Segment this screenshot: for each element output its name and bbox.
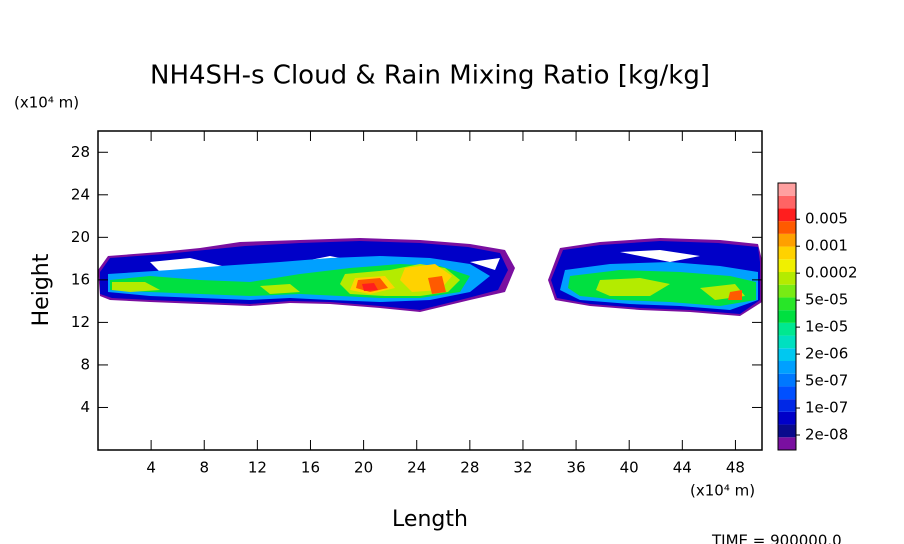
x-unit: (x10⁴ m)	[690, 482, 755, 500]
colorbar-label: 0.005	[805, 210, 848, 228]
chart-title: NH4SH-s Cloud & Rain Mixing Ratio [kg/kg…	[150, 61, 710, 91]
colorbar-segment	[778, 424, 796, 438]
plot-frame	[97, 130, 763, 451]
colorbar-segment	[778, 297, 796, 311]
y-tick-label: 24	[71, 185, 90, 203]
x-tick-label: 40	[620, 459, 639, 477]
colorbar-segment	[778, 221, 796, 234]
y-unit: (x10⁴ m)	[14, 94, 79, 112]
colorbar-segment	[778, 386, 796, 400]
x-axis-label: Length	[392, 507, 468, 532]
colorbar-segment	[778, 437, 796, 450]
colorbar-label: 0.001	[805, 237, 848, 255]
x-tick-label: 44	[673, 459, 692, 477]
colorbar-segment	[778, 246, 796, 260]
time-label: TIME = 900000.0	[711, 532, 842, 544]
y-tick-label: 16	[71, 270, 90, 288]
x-tick-label: 48	[726, 459, 745, 477]
colorbar-segment	[778, 183, 796, 196]
x-tick-label: 12	[248, 459, 267, 477]
colorbar-segment	[778, 411, 796, 425]
colorbar-label: 0.0002	[805, 264, 858, 282]
y-tick-label: 8	[80, 355, 90, 373]
x-tick-label: 32	[513, 459, 532, 477]
y-tick-label: 20	[71, 228, 90, 246]
y-tick-label: 12	[71, 313, 90, 331]
colorbar-segment	[778, 310, 796, 323]
x-tick-label: 24	[407, 459, 426, 477]
colorbar-segment	[778, 361, 796, 374]
colorbar-label: 5e-05	[805, 291, 848, 309]
colorbar-label: 2e-06	[805, 345, 848, 363]
colorbar-segment	[778, 348, 796, 361]
colorbar-segment	[778, 322, 796, 336]
x-tick-label: 8	[199, 459, 209, 477]
colorbar-frame	[777, 182, 797, 451]
colorbar-label: 1e-05	[805, 318, 848, 336]
colorbar-segment	[778, 233, 796, 247]
colorbar-segment	[778, 284, 796, 298]
y-axis-label: Height	[29, 253, 54, 326]
contour-field	[98, 238, 762, 316]
colorbar-label: 2e-08	[805, 426, 848, 444]
x-tick-label: 16	[301, 459, 320, 477]
y-tick-label: 28	[71, 143, 90, 161]
colorbar-segment	[778, 195, 796, 209]
x-tick-label: 36	[567, 459, 586, 477]
x-tick-label: 28	[460, 459, 479, 477]
colorbar-segment	[778, 399, 796, 412]
x-tick-label: 20	[354, 459, 373, 477]
colorbar-label: 1e-07	[805, 399, 848, 417]
x-tick-label: 4	[146, 459, 156, 477]
colorbar-segment	[778, 259, 796, 272]
y-tick-label: 4	[80, 398, 90, 416]
colorbar-label: 5e-07	[805, 372, 848, 390]
colorbar-segment	[778, 208, 796, 222]
colorbar-segment	[778, 272, 796, 285]
colorbar-segment	[778, 373, 796, 387]
colorbar-segment	[778, 335, 796, 349]
